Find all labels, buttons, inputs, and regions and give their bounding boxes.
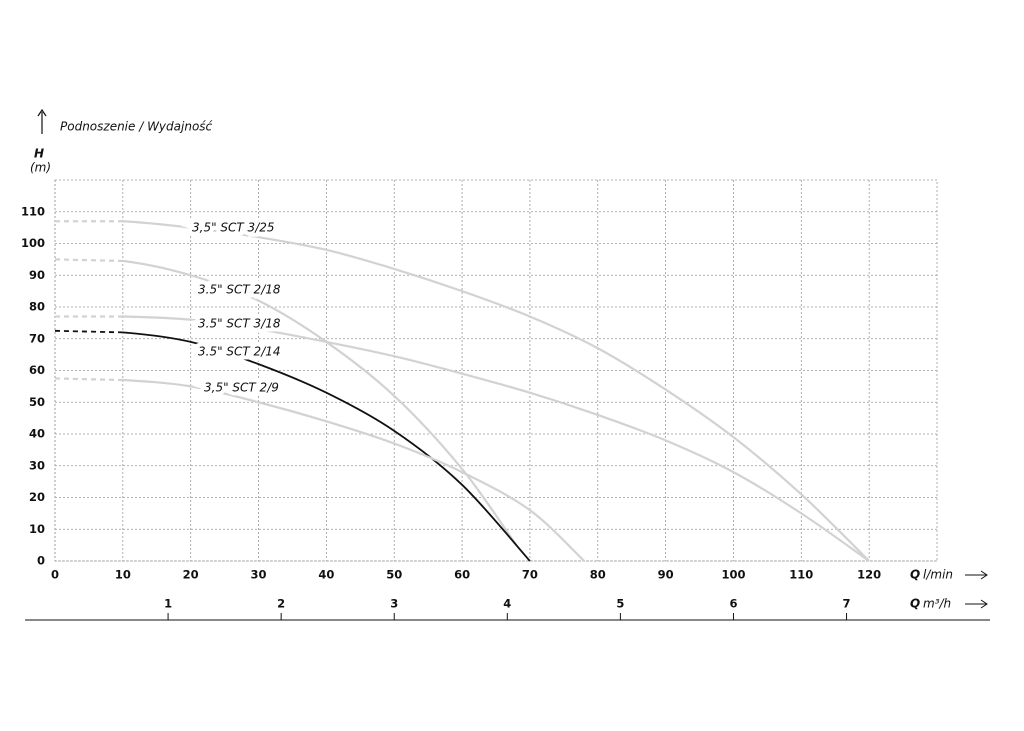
x-tick-label: 30 — [251, 568, 267, 582]
x-tick-label: 50 — [386, 568, 402, 582]
y-tick-label: 70 — [29, 331, 45, 345]
x-tick-label: 80 — [590, 568, 606, 582]
pump-curve-dashed — [54, 329, 123, 334]
x-tick-label: 20 — [183, 568, 199, 582]
y-tick-label: 100 — [21, 236, 45, 250]
x2-axis-symbol: Q — [910, 597, 920, 611]
pump-curve — [54, 315, 870, 562]
x-tick-label: 110 — [789, 568, 813, 582]
x-axis-unit: l/min — [923, 568, 953, 582]
x-tick-label: 0 — [51, 568, 59, 582]
x-tick-label: 120 — [857, 568, 881, 582]
x-axis-symbol: Q — [910, 568, 920, 582]
pump-curve-dashed — [54, 377, 123, 382]
x-arrow — [965, 570, 988, 580]
curve-label: 3.5" SCT 2/18 — [198, 283, 281, 297]
y-tick-label: 20 — [29, 490, 45, 504]
x2-tick-label: 3 — [390, 597, 398, 611]
y-tick-label: 40 — [29, 427, 45, 441]
curve-label: 3,5" SCT 3/25 — [192, 221, 275, 235]
pump-curve — [54, 377, 585, 562]
x2-tick-label: 1 — [164, 597, 172, 611]
x-tick-label: 90 — [658, 568, 674, 582]
x-tick-label: 10 — [115, 568, 131, 582]
x2-tick-label: 5 — [616, 597, 624, 611]
x2-tick-label: 6 — [729, 597, 737, 611]
y-tick-label: 110 — [21, 204, 45, 218]
x2-tick-label: 4 — [503, 597, 511, 611]
x2-arrow — [965, 599, 988, 609]
curve-label: 3,5" SCT 2/9 — [204, 381, 279, 395]
pump-curve — [54, 219, 870, 562]
y-tick-label: 30 — [29, 458, 45, 472]
y-axis-unit: (m) — [30, 161, 51, 175]
x2-tick-label: 2 — [277, 597, 285, 611]
y-tick-label: 90 — [29, 268, 45, 282]
y-tick-label: 80 — [29, 300, 45, 314]
curve-label: 3.5" SCT 3/18 — [198, 317, 281, 331]
x-tick-label: 40 — [318, 568, 334, 582]
y-axis-symbol: H — [34, 147, 44, 161]
x-tick-label: 100 — [721, 568, 745, 582]
y-tick-label: 0 — [37, 554, 45, 568]
up-arrow-head — [37, 108, 47, 117]
y-tick-label: 60 — [29, 363, 45, 377]
x2-axis-unit: m³/h — [923, 597, 951, 611]
pump-curve-dashed — [54, 258, 123, 263]
y-tick-label: 50 — [29, 395, 45, 409]
y-tick-label: 10 — [29, 522, 45, 536]
x2-tick-label: 7 — [843, 597, 851, 611]
x-tick-label: 70 — [522, 568, 538, 582]
chart-title: Podnoszenie / Wydajność — [60, 120, 213, 134]
x-tick-label: 60 — [454, 568, 470, 582]
curve-label: 3.5" SCT 2/14 — [198, 345, 281, 359]
pump-curve — [54, 258, 518, 546]
pump-curve — [54, 329, 531, 562]
